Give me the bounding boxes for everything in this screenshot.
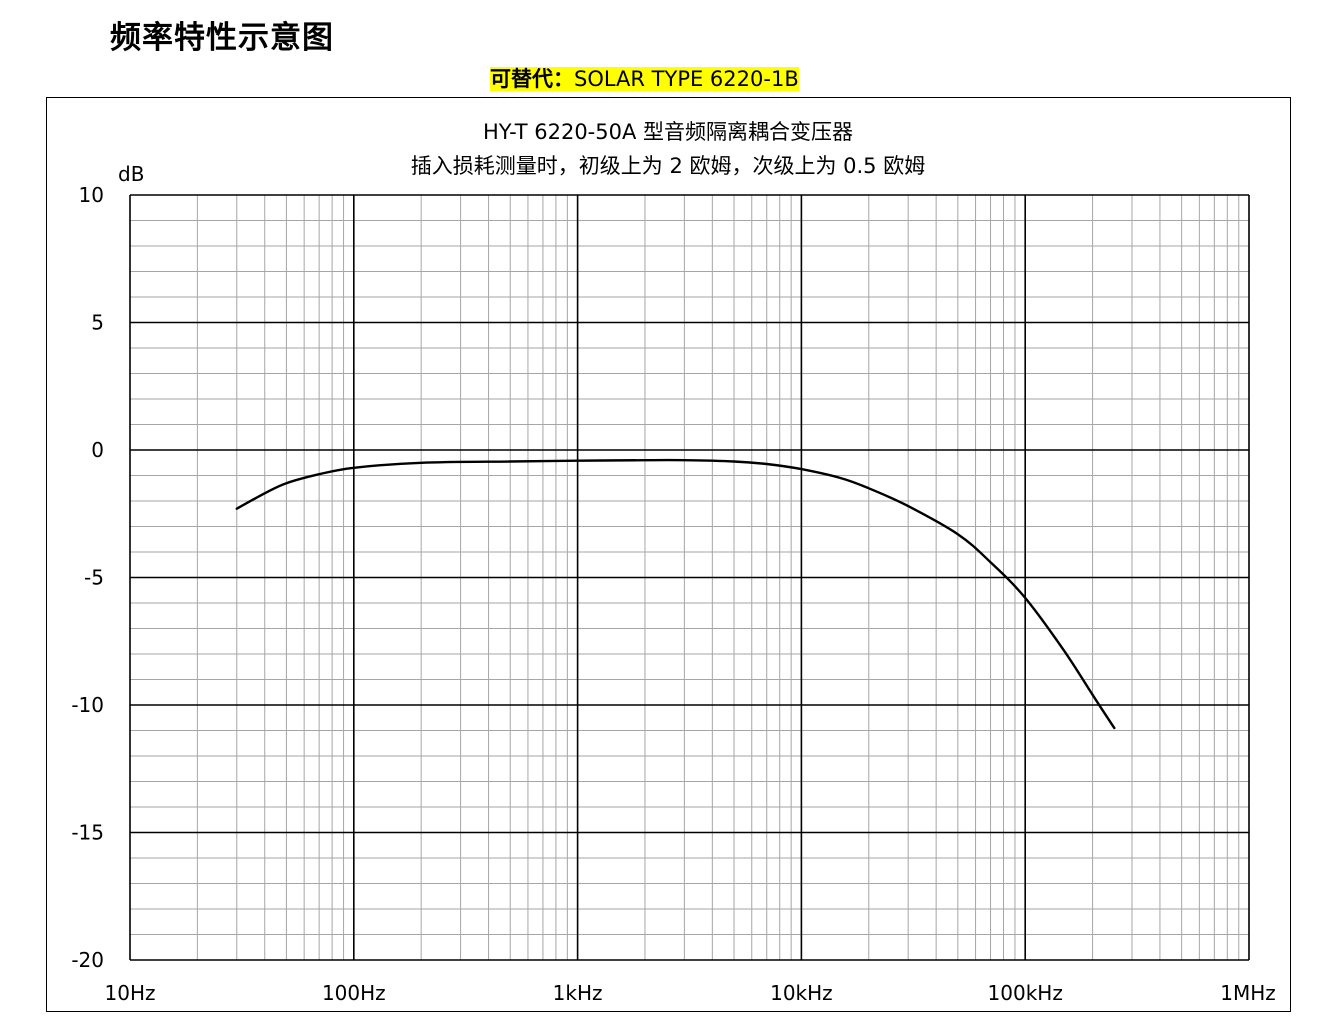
x-tick-label: 1kHz bbox=[553, 981, 603, 1005]
x-tick-labels: 10Hz 100Hz 1kHz 10kHz 100kHz 1MHz bbox=[105, 981, 1276, 1005]
y-axis-label: dB bbox=[118, 162, 144, 186]
page-heading: 频率特性示意图 bbox=[110, 20, 334, 56]
x-tick-label: 10Hz bbox=[105, 981, 156, 1005]
major-grid bbox=[129, 194, 1250, 961]
replacement-highlight: 可替代：SOLAR TYPE 6220-1B bbox=[490, 67, 799, 91]
replacement-model: SOLAR TYPE 6220-1B bbox=[574, 67, 799, 91]
x-tick-label: 1MHz bbox=[1220, 981, 1276, 1005]
series-line bbox=[235, 458, 1116, 730]
series-layer bbox=[235, 458, 1116, 730]
replacement-prefix: 可替代： bbox=[490, 67, 574, 91]
y-tick-label: -10 bbox=[71, 693, 104, 717]
replacement-note: 可替代：SOLAR TYPE 6220-1B bbox=[490, 65, 799, 93]
chart-frame bbox=[46, 97, 1291, 1012]
y-tick-label: -5 bbox=[84, 566, 104, 590]
y-tick-label: 10 bbox=[79, 183, 104, 207]
y-tick-label: -15 bbox=[71, 821, 104, 845]
y-tick-label: 5 bbox=[91, 311, 104, 335]
chart-title: HY-T 6220-50A 型音频隔离耦合变压器 bbox=[483, 120, 853, 144]
x-tick-label: 10kHz bbox=[770, 981, 833, 1005]
x-tick-label: 100Hz bbox=[322, 981, 386, 1005]
y-tick-labels: 10 5 0 -5 -10 -15 -20 bbox=[71, 183, 104, 972]
x-tick-label: 100kHz bbox=[988, 981, 1063, 1005]
chart-subtitle: 插入损耗测量时，初级上为 2 欧姆，次级上为 0.5 欧姆 bbox=[411, 154, 925, 178]
y-tick-label: 0 bbox=[91, 438, 104, 462]
y-tick-label: -20 bbox=[71, 948, 104, 972]
